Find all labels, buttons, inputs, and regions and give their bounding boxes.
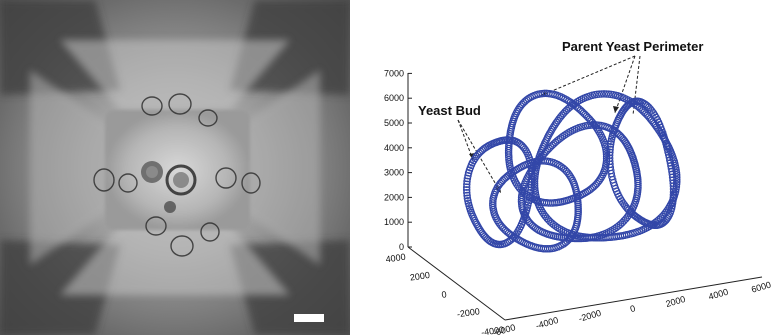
x-tick-label: 4000	[707, 287, 729, 302]
y-tick-label: 2000	[409, 270, 430, 283]
scale-bar	[294, 314, 324, 322]
y-tick-label: -2000	[456, 306, 480, 319]
plot-axes	[407, 73, 763, 321]
y-tick-label: 4000	[385, 252, 406, 265]
trajectory-loop	[605, 97, 678, 230]
z-tick-labels: 0 1000 2000 3000 4000 5000 6000 7000	[384, 68, 412, 252]
z-tick-label: 2000	[384, 192, 404, 202]
z-tick-label: 0	[399, 242, 404, 252]
yeast-cells	[93, 93, 261, 257]
z-tick-label: 5000	[384, 118, 404, 128]
x-tick-label: -2000	[577, 308, 602, 324]
z-tick-label: 6000	[384, 93, 404, 103]
trap-center	[105, 110, 250, 230]
x-tick-label: 6000	[750, 280, 772, 295]
micrograph-panel	[0, 0, 350, 335]
x-tick-label: -4000	[535, 315, 560, 331]
trajectory-trace	[462, 89, 681, 253]
z-tick-label: 4000	[384, 143, 404, 153]
trajectory-loop	[517, 121, 642, 243]
pyramid-walls	[30, 40, 320, 295]
x-tick-label: 2000	[665, 294, 687, 309]
central-cells	[141, 161, 197, 213]
x-tick-labels: -6000 -4000 -2000 0 2000 4000 6000	[492, 280, 772, 335]
z-tick-label: 7000	[384, 68, 404, 78]
x-tick-label: -6000	[492, 322, 517, 335]
trajectory-loop	[462, 136, 536, 249]
z-tick-label: 1000	[384, 217, 404, 227]
y-tick-label: -4000	[480, 324, 504, 335]
yeast-bud-label: Yeast Bud	[418, 103, 481, 118]
z-tick-label: 3000	[384, 168, 404, 178]
parent-perimeter-label: Parent Yeast Perimeter	[562, 39, 703, 54]
y-tick-label: 0	[441, 289, 447, 300]
x-tick-label: 0	[629, 303, 637, 314]
